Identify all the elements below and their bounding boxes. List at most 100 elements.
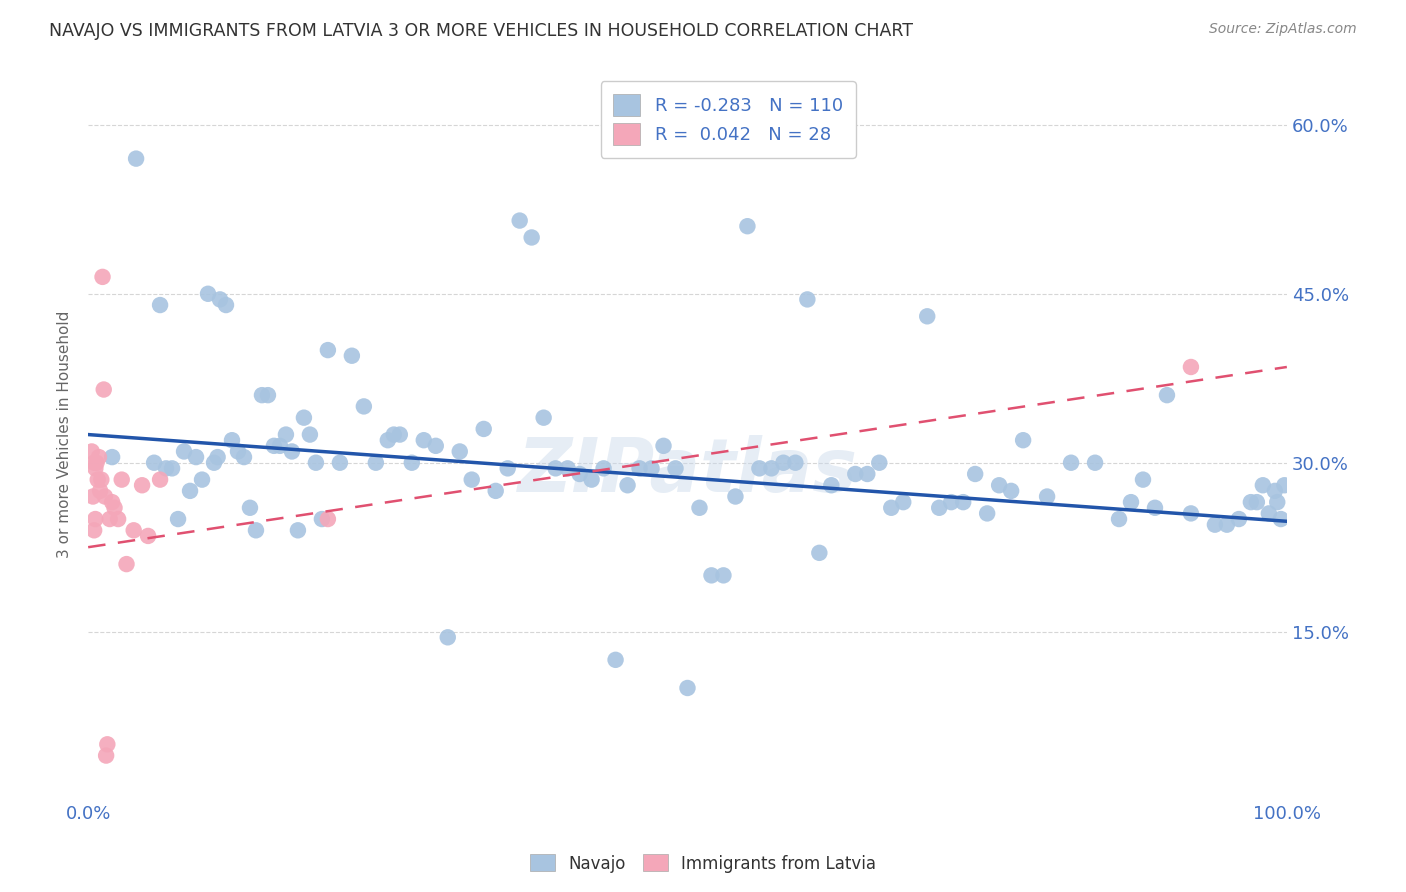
Point bbox=[1251, 478, 1274, 492]
Point bbox=[233, 450, 256, 464]
Point bbox=[125, 152, 148, 166]
Point bbox=[533, 410, 555, 425]
Point bbox=[1143, 500, 1166, 515]
Point bbox=[449, 444, 471, 458]
Point bbox=[713, 568, 735, 582]
Point bbox=[485, 483, 508, 498]
Point bbox=[544, 461, 567, 475]
Point bbox=[83, 524, 105, 538]
Point bbox=[179, 483, 201, 498]
Point bbox=[664, 461, 686, 475]
Point bbox=[269, 439, 291, 453]
Point bbox=[257, 388, 280, 402]
Point bbox=[107, 512, 129, 526]
Point bbox=[155, 461, 177, 475]
Point bbox=[676, 681, 699, 695]
Legend: Navajo, Immigrants from Latvia: Navajo, Immigrants from Latvia bbox=[523, 847, 883, 880]
Point bbox=[89, 483, 111, 498]
Point bbox=[111, 473, 134, 487]
Point bbox=[891, 495, 914, 509]
Point bbox=[737, 219, 759, 234]
Point bbox=[149, 473, 172, 487]
Y-axis label: 3 or more Vehicles in Household: 3 or more Vehicles in Household bbox=[58, 311, 72, 558]
Point bbox=[103, 500, 125, 515]
Point bbox=[1000, 483, 1022, 498]
Point bbox=[1216, 517, 1239, 532]
Point bbox=[101, 450, 124, 464]
Point bbox=[868, 456, 890, 470]
Point bbox=[856, 467, 879, 481]
Point bbox=[1132, 473, 1154, 487]
Point bbox=[472, 422, 495, 436]
Point bbox=[84, 461, 107, 475]
Point bbox=[173, 444, 195, 458]
Point bbox=[592, 461, 614, 475]
Text: Source: ZipAtlas.com: Source: ZipAtlas.com bbox=[1209, 22, 1357, 37]
Point bbox=[274, 427, 297, 442]
Point bbox=[93, 383, 115, 397]
Point bbox=[87, 450, 110, 464]
Point bbox=[311, 512, 333, 526]
Point bbox=[1036, 490, 1059, 504]
Point bbox=[377, 433, 399, 447]
Point bbox=[191, 473, 214, 487]
Point bbox=[202, 456, 225, 470]
Point bbox=[1084, 456, 1107, 470]
Point bbox=[1246, 495, 1268, 509]
Point bbox=[149, 298, 172, 312]
Point bbox=[772, 456, 794, 470]
Point bbox=[1119, 495, 1142, 509]
Point bbox=[86, 456, 108, 470]
Point bbox=[965, 467, 987, 481]
Point bbox=[1227, 512, 1250, 526]
Point bbox=[1257, 507, 1279, 521]
Point bbox=[250, 388, 273, 402]
Point bbox=[796, 293, 818, 307]
Point bbox=[436, 630, 458, 644]
Point bbox=[557, 461, 579, 475]
Point bbox=[197, 286, 219, 301]
Point bbox=[461, 473, 484, 487]
Point bbox=[215, 298, 238, 312]
Point bbox=[281, 444, 304, 458]
Point bbox=[808, 546, 831, 560]
Point bbox=[131, 478, 153, 492]
Point bbox=[101, 495, 124, 509]
Point bbox=[1180, 359, 1202, 374]
Point bbox=[1012, 433, 1035, 447]
Point bbox=[820, 478, 842, 492]
Legend: R = -0.283   N = 110, R =  0.042   N = 28: R = -0.283 N = 110, R = 0.042 N = 28 bbox=[600, 81, 856, 158]
Point bbox=[207, 450, 229, 464]
Point bbox=[184, 450, 207, 464]
Point bbox=[1270, 512, 1292, 526]
Point bbox=[82, 490, 104, 504]
Point bbox=[143, 456, 166, 470]
Point bbox=[239, 500, 262, 515]
Point bbox=[1264, 483, 1286, 498]
Point bbox=[298, 427, 321, 442]
Point bbox=[329, 456, 352, 470]
Point bbox=[1180, 507, 1202, 521]
Point bbox=[581, 473, 603, 487]
Point bbox=[122, 524, 145, 538]
Point bbox=[496, 461, 519, 475]
Point bbox=[1265, 495, 1288, 509]
Point bbox=[94, 748, 117, 763]
Point bbox=[245, 524, 267, 538]
Point bbox=[952, 495, 974, 509]
Point bbox=[785, 456, 807, 470]
Point bbox=[628, 461, 651, 475]
Point bbox=[520, 230, 543, 244]
Point bbox=[136, 529, 159, 543]
Point bbox=[688, 500, 710, 515]
Point bbox=[292, 410, 315, 425]
Point bbox=[1108, 512, 1130, 526]
Point bbox=[98, 512, 121, 526]
Point bbox=[640, 461, 662, 475]
Point bbox=[425, 439, 447, 453]
Point bbox=[90, 473, 112, 487]
Point bbox=[287, 524, 309, 538]
Point bbox=[976, 507, 998, 521]
Point bbox=[1156, 388, 1178, 402]
Point bbox=[509, 213, 531, 227]
